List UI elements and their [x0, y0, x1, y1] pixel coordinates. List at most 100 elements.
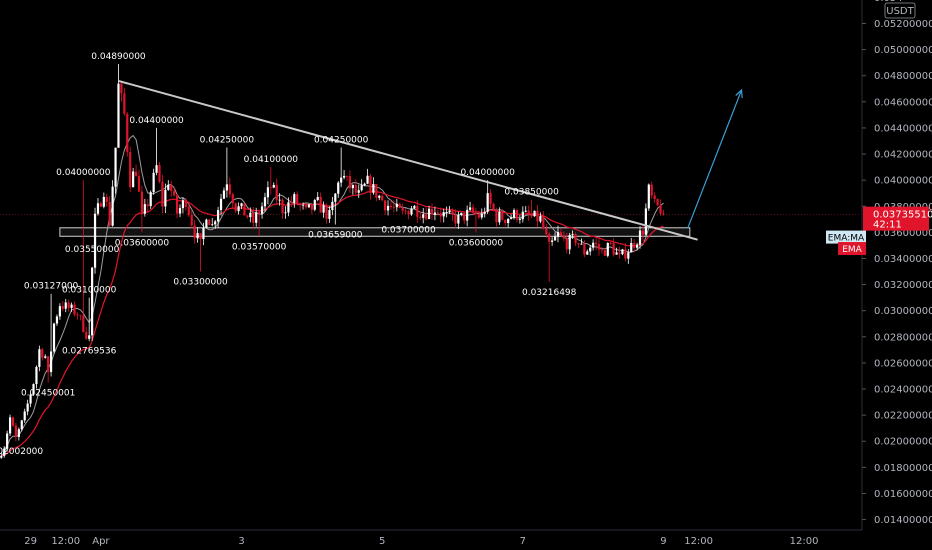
- candle[interactable]: [518, 214, 521, 224]
- candle[interactable]: [284, 206, 287, 219]
- candle[interactable]: [571, 230, 574, 239]
- candle[interactable]: [29, 393, 32, 408]
- candle[interactable]: [102, 192, 105, 209]
- candle[interactable]: [445, 206, 448, 218]
- candle[interactable]: [342, 169, 346, 180]
- candle[interactable]: [199, 232, 202, 272]
- candle[interactable]: [603, 248, 606, 257]
- candle[interactable]: [530, 199, 533, 219]
- candle[interactable]: [96, 198, 100, 216]
- candle[interactable]: [413, 204, 416, 209]
- candle[interactable]: [214, 220, 217, 229]
- candle[interactable]: [41, 347, 44, 361]
- candle[interactable]: [99, 201, 102, 208]
- descending-trendline[interactable]: [118, 79, 698, 241]
- candle[interactable]: [123, 87, 126, 116]
- candle[interactable]: [23, 408, 26, 423]
- candle[interactable]: [307, 204, 311, 209]
- candle[interactable]: [466, 205, 469, 227]
- candle[interactable]: [597, 238, 601, 256]
- candle[interactable]: [38, 345, 41, 372]
- candle[interactable]: [296, 191, 299, 206]
- candle[interactable]: [269, 167, 272, 195]
- candle[interactable]: [175, 194, 179, 219]
- candle[interactable]: [351, 184, 354, 195]
- candle[interactable]: [533, 210, 536, 217]
- candle[interactable]: [647, 183, 650, 211]
- candle[interactable]: [527, 205, 530, 221]
- candle[interactable]: [20, 419, 23, 432]
- candle[interactable]: [237, 202, 240, 215]
- candle[interactable]: [425, 207, 428, 221]
- candle[interactable]: [32, 383, 35, 396]
- candle[interactable]: [161, 174, 164, 214]
- candle[interactable]: [492, 202, 495, 212]
- candle[interactable]: [266, 181, 270, 205]
- candle[interactable]: [512, 208, 516, 220]
- candle[interactable]: [14, 422, 18, 442]
- candle[interactable]: [381, 194, 384, 201]
- candle[interactable]: [615, 247, 618, 255]
- candle[interactable]: [193, 220, 196, 244]
- candle[interactable]: [340, 147, 343, 188]
- candle[interactable]: [656, 198, 659, 207]
- candle[interactable]: [395, 198, 398, 212]
- candle[interactable]: [217, 206, 220, 229]
- candle[interactable]: [6, 430, 9, 452]
- candle[interactable]: [439, 207, 442, 223]
- candle[interactable]: [515, 208, 519, 223]
- candle[interactable]: [410, 206, 413, 216]
- candle[interactable]: [234, 202, 237, 214]
- candle[interactable]: [82, 180, 85, 333]
- candle[interactable]: [278, 193, 281, 206]
- candle[interactable]: [73, 301, 76, 317]
- candle[interactable]: [507, 218, 510, 228]
- candle[interactable]: [143, 198, 146, 217]
- candle[interactable]: [93, 207, 97, 274]
- candle[interactable]: [392, 200, 395, 213]
- candle[interactable]: [372, 177, 375, 195]
- candle[interactable]: [219, 193, 223, 216]
- candle[interactable]: [638, 226, 642, 249]
- candle[interactable]: [164, 183, 167, 214]
- candle[interactable]: [524, 206, 527, 213]
- candle[interactable]: [331, 196, 334, 216]
- current-price-tag[interactable]: [863, 206, 929, 231]
- candle[interactable]: [633, 239, 636, 253]
- candle[interactable]: [477, 210, 480, 220]
- candle[interactable]: [589, 244, 592, 256]
- candle[interactable]: [178, 204, 182, 218]
- currency-badge[interactable]: [884, 2, 916, 19]
- candle[interactable]: [158, 162, 161, 184]
- candle[interactable]: [366, 168, 369, 185]
- candle[interactable]: [504, 219, 507, 227]
- candle[interactable]: [105, 193, 108, 207]
- candle[interactable]: [70, 302, 73, 312]
- candle[interactable]: [134, 164, 138, 177]
- candle[interactable]: [621, 248, 624, 256]
- candle[interactable]: [173, 187, 176, 197]
- candle[interactable]: [126, 112, 129, 157]
- candle[interactable]: [281, 198, 284, 219]
- candle[interactable]: [422, 207, 425, 224]
- candle[interactable]: [275, 178, 278, 206]
- candle[interactable]: [542, 210, 545, 230]
- candle[interactable]: [11, 416, 15, 428]
- candle[interactable]: [181, 197, 185, 214]
- candle[interactable]: [348, 170, 352, 193]
- candle[interactable]: [548, 232, 551, 282]
- candle[interactable]: [433, 206, 437, 221]
- candle[interactable]: [442, 208, 445, 223]
- forecast-arrow[interactable]: [687, 89, 743, 229]
- candle[interactable]: [357, 184, 360, 198]
- candle[interactable]: [137, 169, 141, 192]
- candle[interactable]: [600, 246, 604, 254]
- candle[interactable]: [313, 198, 316, 212]
- candle[interactable]: [85, 326, 88, 340]
- candle[interactable]: [457, 211, 460, 229]
- candle[interactable]: [319, 192, 322, 213]
- candle[interactable]: [52, 322, 56, 354]
- candle[interactable]: [246, 214, 249, 219]
- candle[interactable]: [404, 208, 407, 215]
